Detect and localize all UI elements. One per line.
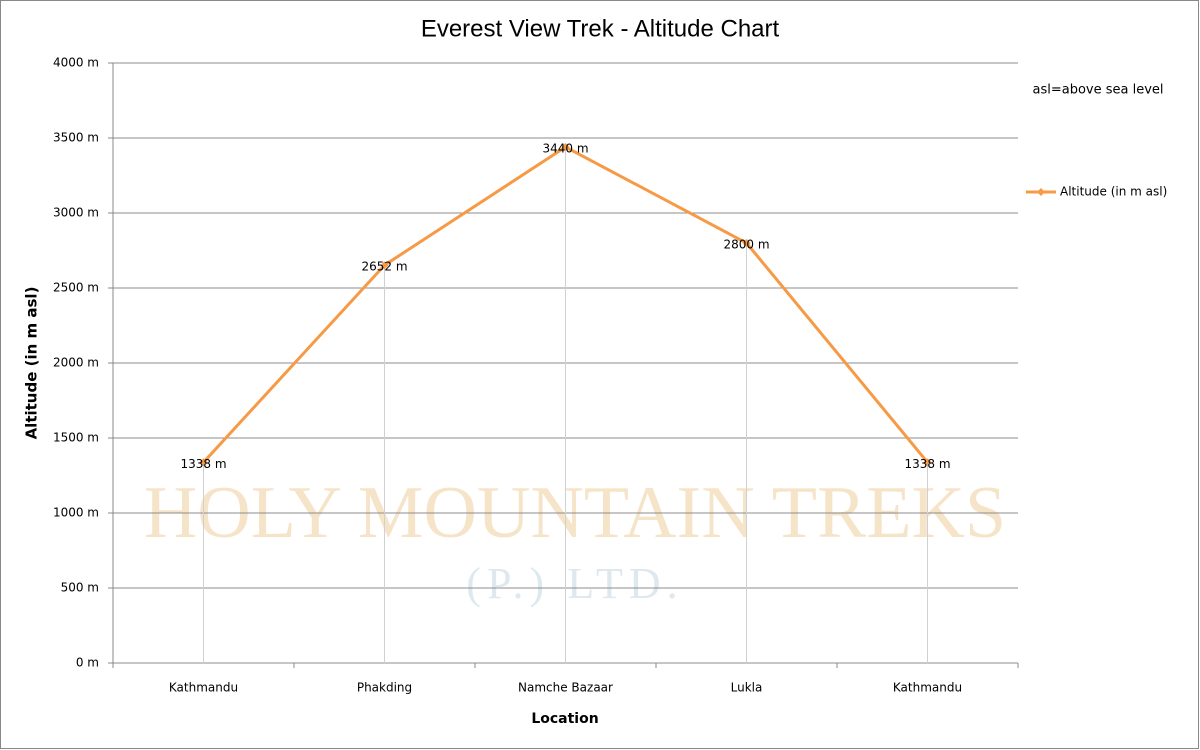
value-label: 1338 m [904, 457, 950, 471]
y-tick-label: 500 m [61, 581, 99, 595]
chart-title: Everest View Trek - Altitude Chart [421, 15, 780, 42]
y-tick-label: 2500 m [53, 281, 99, 295]
data-point [742, 239, 751, 247]
x-tick-label: Kathmandu [893, 681, 962, 695]
data-point [199, 458, 208, 467]
data-point [380, 261, 389, 270]
legend-marker [1037, 188, 1045, 196]
x-tick-label: Phakding [357, 681, 412, 695]
y-axis-title: Altitude (in m asl) [23, 287, 41, 440]
watermark: (P.) LTD. [466, 559, 683, 608]
annotation: asl=above sea level [1032, 83, 1163, 98]
x-tick-label: Namche Bazaar [518, 681, 613, 695]
data-point [561, 143, 570, 151]
y-tick-label: 3500 m [53, 131, 99, 145]
y-tick-label: 1500 m [53, 431, 99, 445]
y-tick-label: 0 m [76, 656, 99, 670]
y-tick-label: 3000 m [53, 206, 99, 220]
y-tick-label: 4000 m [53, 56, 99, 70]
x-tick-label: Lukla [731, 681, 763, 695]
x-axis-title: Location [531, 711, 598, 727]
data-point [923, 458, 932, 467]
x-tick-label: Kathmandu [169, 681, 238, 695]
value-label: 1338 m [180, 457, 226, 471]
value-label: 3440 m [542, 142, 588, 156]
legend-label: Altitude (in m asl) [1060, 185, 1167, 199]
y-tick-label: 1000 m [53, 506, 99, 520]
value-label: 2800 m [723, 238, 769, 252]
value-label: 2652 m [361, 260, 407, 274]
y-tick-label: 2000 m [53, 356, 99, 370]
